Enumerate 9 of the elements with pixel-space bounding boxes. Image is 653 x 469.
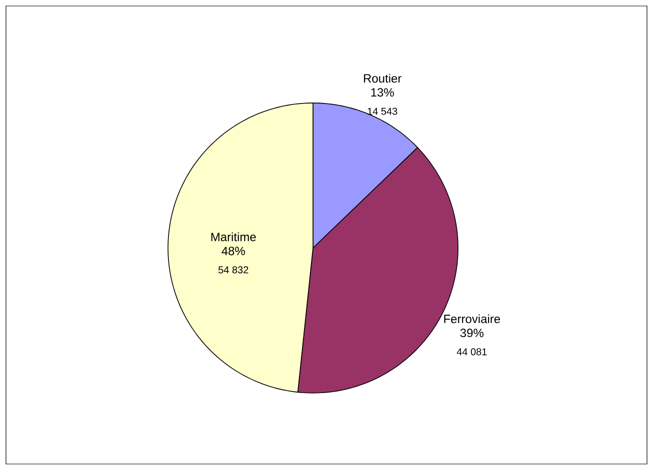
data-label: 54 832 — [218, 266, 248, 274]
data-label: 14 543 — [368, 108, 398, 115]
text: 39% — [460, 328, 484, 338]
text: 13% — [371, 88, 394, 97]
data-label: 44 081 — [456, 348, 487, 356]
text: 48% — [222, 246, 245, 256]
slice-label: Ferroviaire — [444, 314, 500, 324]
slice-label: Routier — [364, 74, 402, 83]
slice-label: Maritime — [211, 232, 256, 242]
